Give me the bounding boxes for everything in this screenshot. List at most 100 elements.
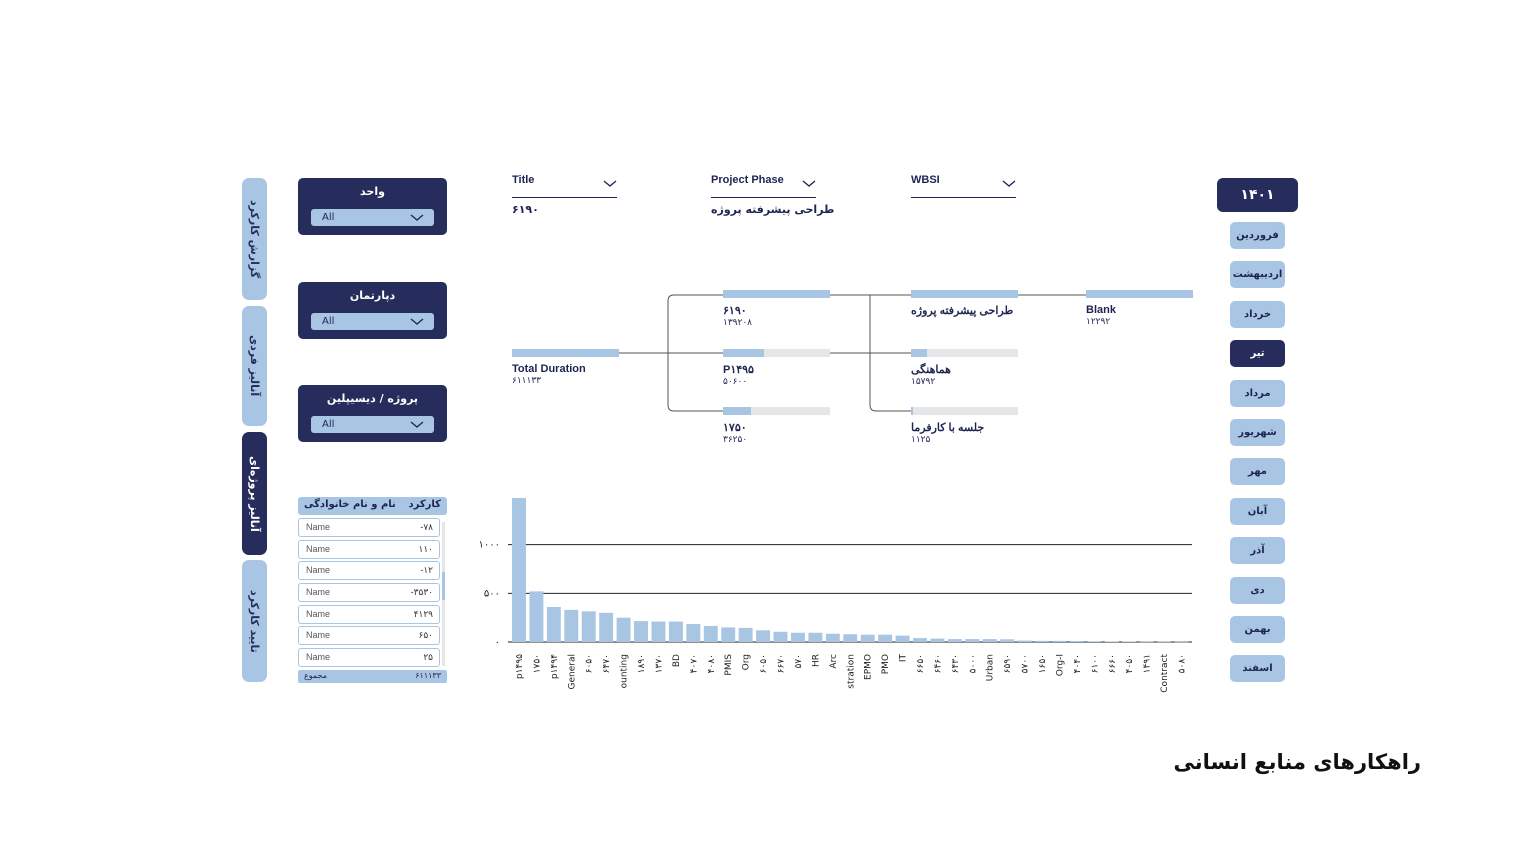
bar bbox=[947, 639, 962, 642]
tree-node-l1[interactable]: ۶۱۹۰ ۱۳۹۲۰۸ bbox=[723, 290, 830, 328]
x-tick-label: ۵۰۸۰ bbox=[1178, 654, 1188, 673]
table-row[interactable]: Name ۶۵۰ bbox=[298, 626, 440, 645]
wbsi-filter[interactable]: WBSI bbox=[911, 174, 1016, 198]
node-label: P۱۴۹۵ bbox=[723, 364, 754, 376]
x-tick-label: ۶۵۹۰ bbox=[1003, 654, 1013, 673]
x-tick-label: Org bbox=[742, 654, 752, 670]
month-button[interactable]: آذر bbox=[1230, 537, 1285, 565]
filter-label: Title bbox=[512, 174, 535, 186]
month-button[interactable]: شهریور bbox=[1230, 419, 1285, 446]
node-value: ۱۵۷۹۲ bbox=[911, 377, 936, 387]
chevron-down-icon bbox=[802, 180, 816, 187]
y-tick-label: ۰ bbox=[495, 637, 500, 648]
table-total-row: مجموع ۶۱۱۱۳۳ bbox=[298, 670, 447, 683]
bar bbox=[808, 632, 823, 642]
row-name: Name bbox=[306, 630, 331, 640]
row-value: -۷۸ bbox=[420, 522, 433, 532]
x-tick-label: ۵۷۰ bbox=[794, 654, 804, 669]
month-button[interactable]: دی bbox=[1230, 576, 1285, 604]
bar bbox=[982, 639, 997, 642]
tab-work-report[interactable]: گزارش کارکرد bbox=[242, 178, 267, 300]
month-button[interactable]: آبان bbox=[1230, 497, 1285, 525]
tab-project-analysis[interactable]: آنالیز پروژه‌ای bbox=[242, 432, 267, 555]
x-tick-label: ۴۰۵۰ bbox=[1125, 654, 1135, 673]
column-header-value[interactable]: کارکرد bbox=[408, 499, 442, 510]
node-bar-fill bbox=[723, 290, 830, 298]
month-button[interactable]: خرداد bbox=[1230, 300, 1285, 328]
total-label: مجموع bbox=[304, 671, 327, 680]
x-tick-label: ۶۴۷۰ bbox=[602, 654, 612, 673]
project-phase-filter-value: طراحی پیشرفته پروژه bbox=[711, 203, 835, 216]
x-tick-label: ۶۰۵۰ bbox=[585, 654, 595, 673]
table-row[interactable]: Name ۴۱۲۹ bbox=[298, 605, 440, 624]
slicer-title: دپارتمان bbox=[349, 289, 396, 302]
tree-node-l3[interactable]: Blank ۱۲۲۹۲ bbox=[1086, 290, 1193, 327]
row-value: ۱۱۰ bbox=[418, 544, 433, 554]
x-tick-label: ۶۶۷۰ bbox=[777, 654, 787, 673]
node-bar-fill bbox=[512, 349, 619, 357]
project-phase-filter[interactable]: Project Phase bbox=[711, 174, 816, 198]
x-tick-label: PMO bbox=[881, 654, 891, 674]
project-dropdown[interactable]: All bbox=[311, 416, 434, 433]
table-row[interactable]: Name ۱۱۰ bbox=[298, 540, 440, 559]
bar bbox=[703, 625, 718, 642]
x-tick-label: ounting bbox=[620, 654, 630, 688]
month-button[interactable]: تیر bbox=[1230, 340, 1285, 368]
bar bbox=[860, 634, 875, 642]
table-row[interactable]: Name -۳۵۳۰ bbox=[298, 583, 440, 602]
month-button[interactable]: مرداد bbox=[1230, 379, 1285, 407]
row-value: ۴۱۲۹ bbox=[413, 609, 433, 619]
table-row[interactable]: Name ۲۵ bbox=[298, 648, 440, 667]
node-bar-fill bbox=[911, 407, 914, 415]
tree-node-l2[interactable]: هماهنگی ۱۵۷۹۲ bbox=[911, 349, 1018, 387]
node-value: ۱۳۹۲۰۸ bbox=[723, 318, 753, 328]
month-button[interactable]: مهر bbox=[1230, 458, 1285, 486]
month-button[interactable]: اردیبهشت bbox=[1230, 261, 1285, 289]
x-tick-label: ۱۷۵۰ bbox=[532, 654, 542, 673]
column-header-name[interactable]: نام و نام خانوادگی bbox=[304, 499, 396, 510]
department-dropdown[interactable]: All bbox=[311, 313, 434, 330]
tree-node-l1[interactable]: P۱۴۹۵ ۵۰۶۰۰ bbox=[723, 349, 830, 387]
node-bar bbox=[723, 349, 830, 357]
x-tick-label: General bbox=[567, 654, 577, 689]
year-button[interactable]: ۱۴۰۱ bbox=[1217, 178, 1298, 212]
node-bar bbox=[512, 349, 619, 357]
node-label: ۶۱۹۰ bbox=[723, 305, 747, 317]
month-button[interactable]: فروردین bbox=[1230, 222, 1285, 249]
x-tick-label: stration bbox=[846, 654, 856, 689]
node-label: هماهنگی bbox=[911, 364, 951, 376]
unit-dropdown[interactable]: All bbox=[311, 209, 434, 226]
table-scrollbar[interactable] bbox=[442, 522, 445, 666]
x-tick-label: PMIS bbox=[724, 654, 734, 676]
slicer-title: پروژه / دیسیپلین bbox=[326, 392, 419, 405]
tab-individual-analysis[interactable]: آنالیز فردی bbox=[242, 306, 267, 426]
node-bar-fill bbox=[911, 349, 928, 357]
scrollbar-thumb[interactable] bbox=[442, 572, 445, 600]
tree-node-l2[interactable]: طراحی پیشرفته پروژه bbox=[911, 290, 1018, 317]
footer-title: راهکارهای منابع انسانی bbox=[1173, 750, 1421, 774]
node-value: ۵۰۶۰۰ bbox=[723, 377, 748, 387]
tab-label: تایید کارکرد bbox=[248, 589, 261, 653]
bar bbox=[773, 631, 788, 642]
table-row[interactable]: Name -۷۸ bbox=[298, 518, 440, 537]
node-bar-fill bbox=[723, 407, 751, 415]
tree-node-l2[interactable]: جلسه با کارفرما ۱۱۲۵ bbox=[911, 407, 1018, 445]
table-row[interactable]: Name -۱۲ bbox=[298, 561, 440, 580]
month-button[interactable]: بهمن bbox=[1230, 616, 1285, 643]
bar bbox=[1174, 641, 1189, 643]
y-tick-label: ۵۰۰ bbox=[484, 588, 500, 599]
tree-node-root[interactable]: Total Duration ۶۱۱۱۳۳ bbox=[512, 349, 619, 386]
bar bbox=[512, 497, 526, 642]
filter-label: WBSI bbox=[911, 174, 940, 186]
row-value: -۳۵۳۰ bbox=[410, 587, 433, 597]
row-name: Name bbox=[306, 565, 331, 575]
tab-work-approval[interactable]: تایید کارکرد bbox=[242, 560, 267, 682]
x-tick-label: ۶۰۵۰ bbox=[759, 654, 769, 673]
x-tick-label: ۵۰۰۰ bbox=[968, 654, 978, 673]
month-button[interactable]: اسفند bbox=[1230, 655, 1285, 683]
tree-node-l1[interactable]: ۱۷۵۰ ۳۶۲۵۰ bbox=[723, 407, 830, 445]
bar bbox=[790, 632, 805, 642]
title-filter[interactable]: Title bbox=[512, 174, 617, 198]
x-tick-label: Urban bbox=[986, 654, 996, 681]
title-filter-value: ۶۱۹۰ bbox=[512, 203, 539, 216]
